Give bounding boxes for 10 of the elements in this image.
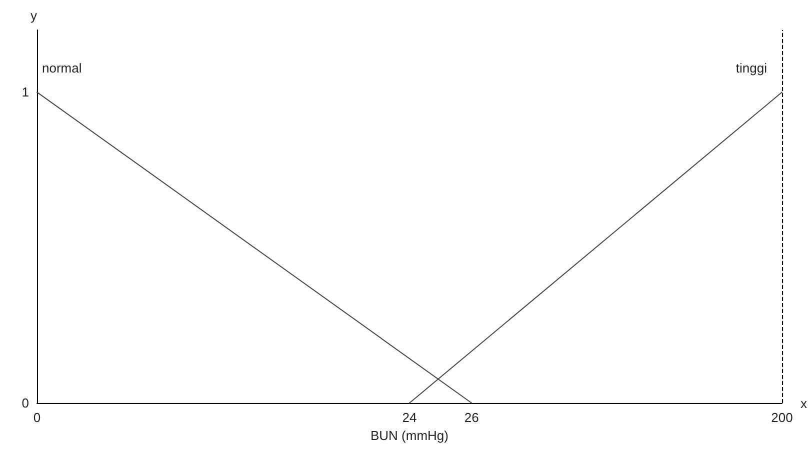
series-label: tinggi: [736, 60, 768, 76]
series-label: normal: [42, 60, 82, 76]
x-tick-label: 24: [402, 410, 417, 425]
text: x: [800, 396, 808, 411]
x-tick-label: 200: [771, 410, 793, 425]
x-axis-title: BUN (mmHg): [370, 428, 448, 443]
y-axis-title: y: [30, 8, 38, 23]
y-tick-label: 1: [22, 84, 29, 100]
x-tick-label: 26: [464, 410, 479, 425]
x-tick-label: 0: [33, 410, 41, 425]
